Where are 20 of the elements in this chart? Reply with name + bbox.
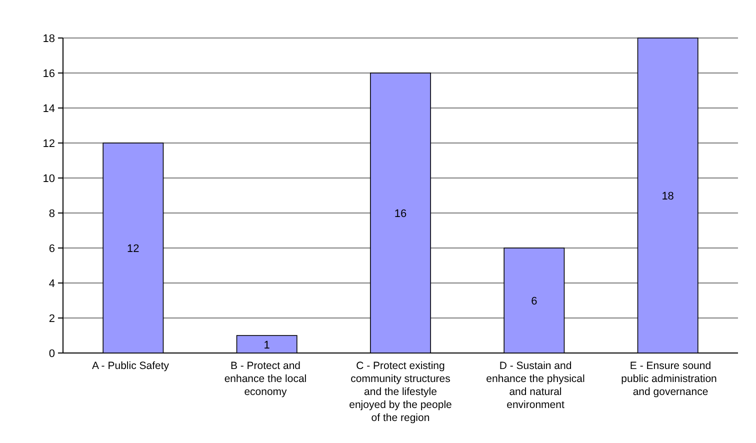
x-tick-label: E - Ensure sound public administration and governance (621, 360, 720, 398)
data-label: 18 (662, 190, 674, 202)
y-tick-label: 8 (48, 208, 55, 220)
x-tick-label: A - Public Safety (92, 360, 170, 372)
y-tick-label: 16 (42, 68, 55, 80)
y-tick-label: 14 (42, 103, 55, 115)
y-tick-label: 2 (48, 313, 55, 325)
x-tick-label: D - Sustain and enhance the physical and natural environment (486, 360, 585, 411)
y-tick-label: 12 (42, 138, 55, 150)
x-tick-label: B - Protect and enhance the local economy (224, 360, 307, 398)
data-label: 6 (531, 296, 538, 308)
x-tick-label: C - Protect existing community structures and the lifestyle enjoyed by the people of the region (349, 360, 452, 424)
data-label: 12 (127, 243, 140, 255)
y-tick-label: 6 (48, 243, 55, 255)
y-tick-label: 18 (42, 33, 55, 45)
y-tick-label: 4 (48, 278, 55, 290)
data-label: 16 (394, 208, 407, 220)
y-tick-label: 10 (42, 173, 55, 185)
y-tick-label: 0 (48, 348, 55, 360)
data-label: 1 (264, 339, 270, 352)
